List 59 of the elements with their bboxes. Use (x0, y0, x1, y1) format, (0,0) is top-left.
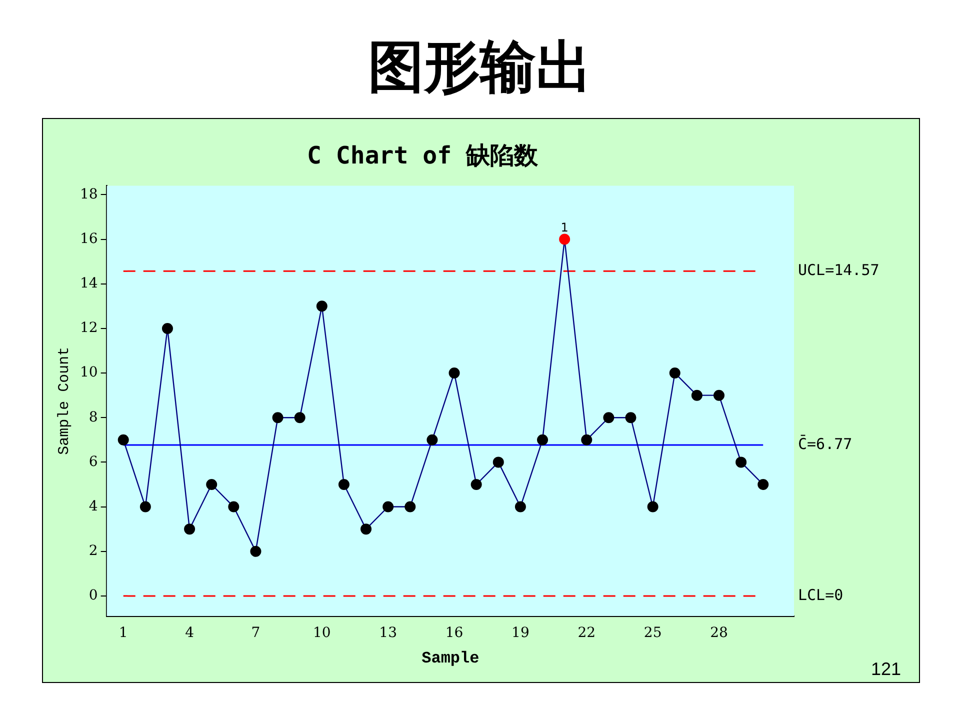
x-tick-label: 19 (512, 625, 530, 642)
y-tick-label: 6 (88, 454, 98, 470)
point (382, 501, 394, 512)
y-tick-label: 2 (88, 543, 98, 559)
x-tick-label: 28 (710, 625, 728, 642)
x-tick-label: 25 (644, 625, 662, 642)
point (603, 412, 614, 424)
point (228, 501, 240, 512)
chart-title: 图形输出 (367, 34, 593, 102)
point (514, 501, 526, 512)
x-tick-label: 4 (185, 625, 194, 642)
point (316, 300, 328, 312)
y-tick-label: 10 (80, 364, 98, 381)
y-axis-title: Sample Count (56, 346, 73, 455)
ref-line-label: UCL=14.57 (798, 261, 880, 280)
point (206, 478, 218, 490)
x-tick-label: 7 (251, 625, 260, 642)
ref-line-label: C̄=6.77 (798, 434, 852, 453)
point (448, 368, 460, 379)
x-tick-label: 22 (578, 625, 596, 642)
point (294, 412, 306, 424)
point (559, 234, 570, 245)
y-tick-label: 12 (80, 320, 98, 336)
annotation: 1 (560, 220, 568, 234)
point (338, 478, 350, 490)
point (470, 478, 482, 490)
point (669, 368, 680, 379)
text: 121 (870, 659, 901, 680)
point (647, 501, 658, 512)
point (162, 322, 173, 334)
point (272, 412, 284, 424)
point (184, 524, 196, 535)
y-tick-label: 16 (80, 230, 98, 247)
y-tick-label: 14 (80, 276, 98, 292)
point (140, 501, 151, 512)
point (404, 501, 416, 512)
chart-subtitle: C Chart of 缺陷数 (307, 142, 539, 170)
point (426, 434, 438, 446)
y-tick-label: 8 (88, 409, 98, 426)
x-tick-label: 13 (379, 625, 397, 642)
point (581, 434, 592, 446)
point (625, 412, 636, 424)
point (537, 434, 548, 446)
x-tick-label: 16 (445, 625, 464, 642)
y-tick-label: 4 (88, 498, 98, 514)
y-tick-label: 18 (80, 186, 98, 202)
y-tick-label: 0 (88, 588, 98, 604)
point (713, 390, 724, 401)
point (360, 524, 372, 535)
point (250, 546, 262, 557)
x-tick-label: 1 (118, 625, 128, 642)
x-tick-label: 10 (312, 625, 331, 642)
point (118, 434, 129, 446)
x-axis-title: Sample (422, 649, 480, 668)
point (736, 456, 747, 468)
point (492, 456, 504, 468)
point (758, 478, 769, 490)
ref-line-label: LCL=0 (798, 586, 844, 604)
point (691, 390, 702, 401)
